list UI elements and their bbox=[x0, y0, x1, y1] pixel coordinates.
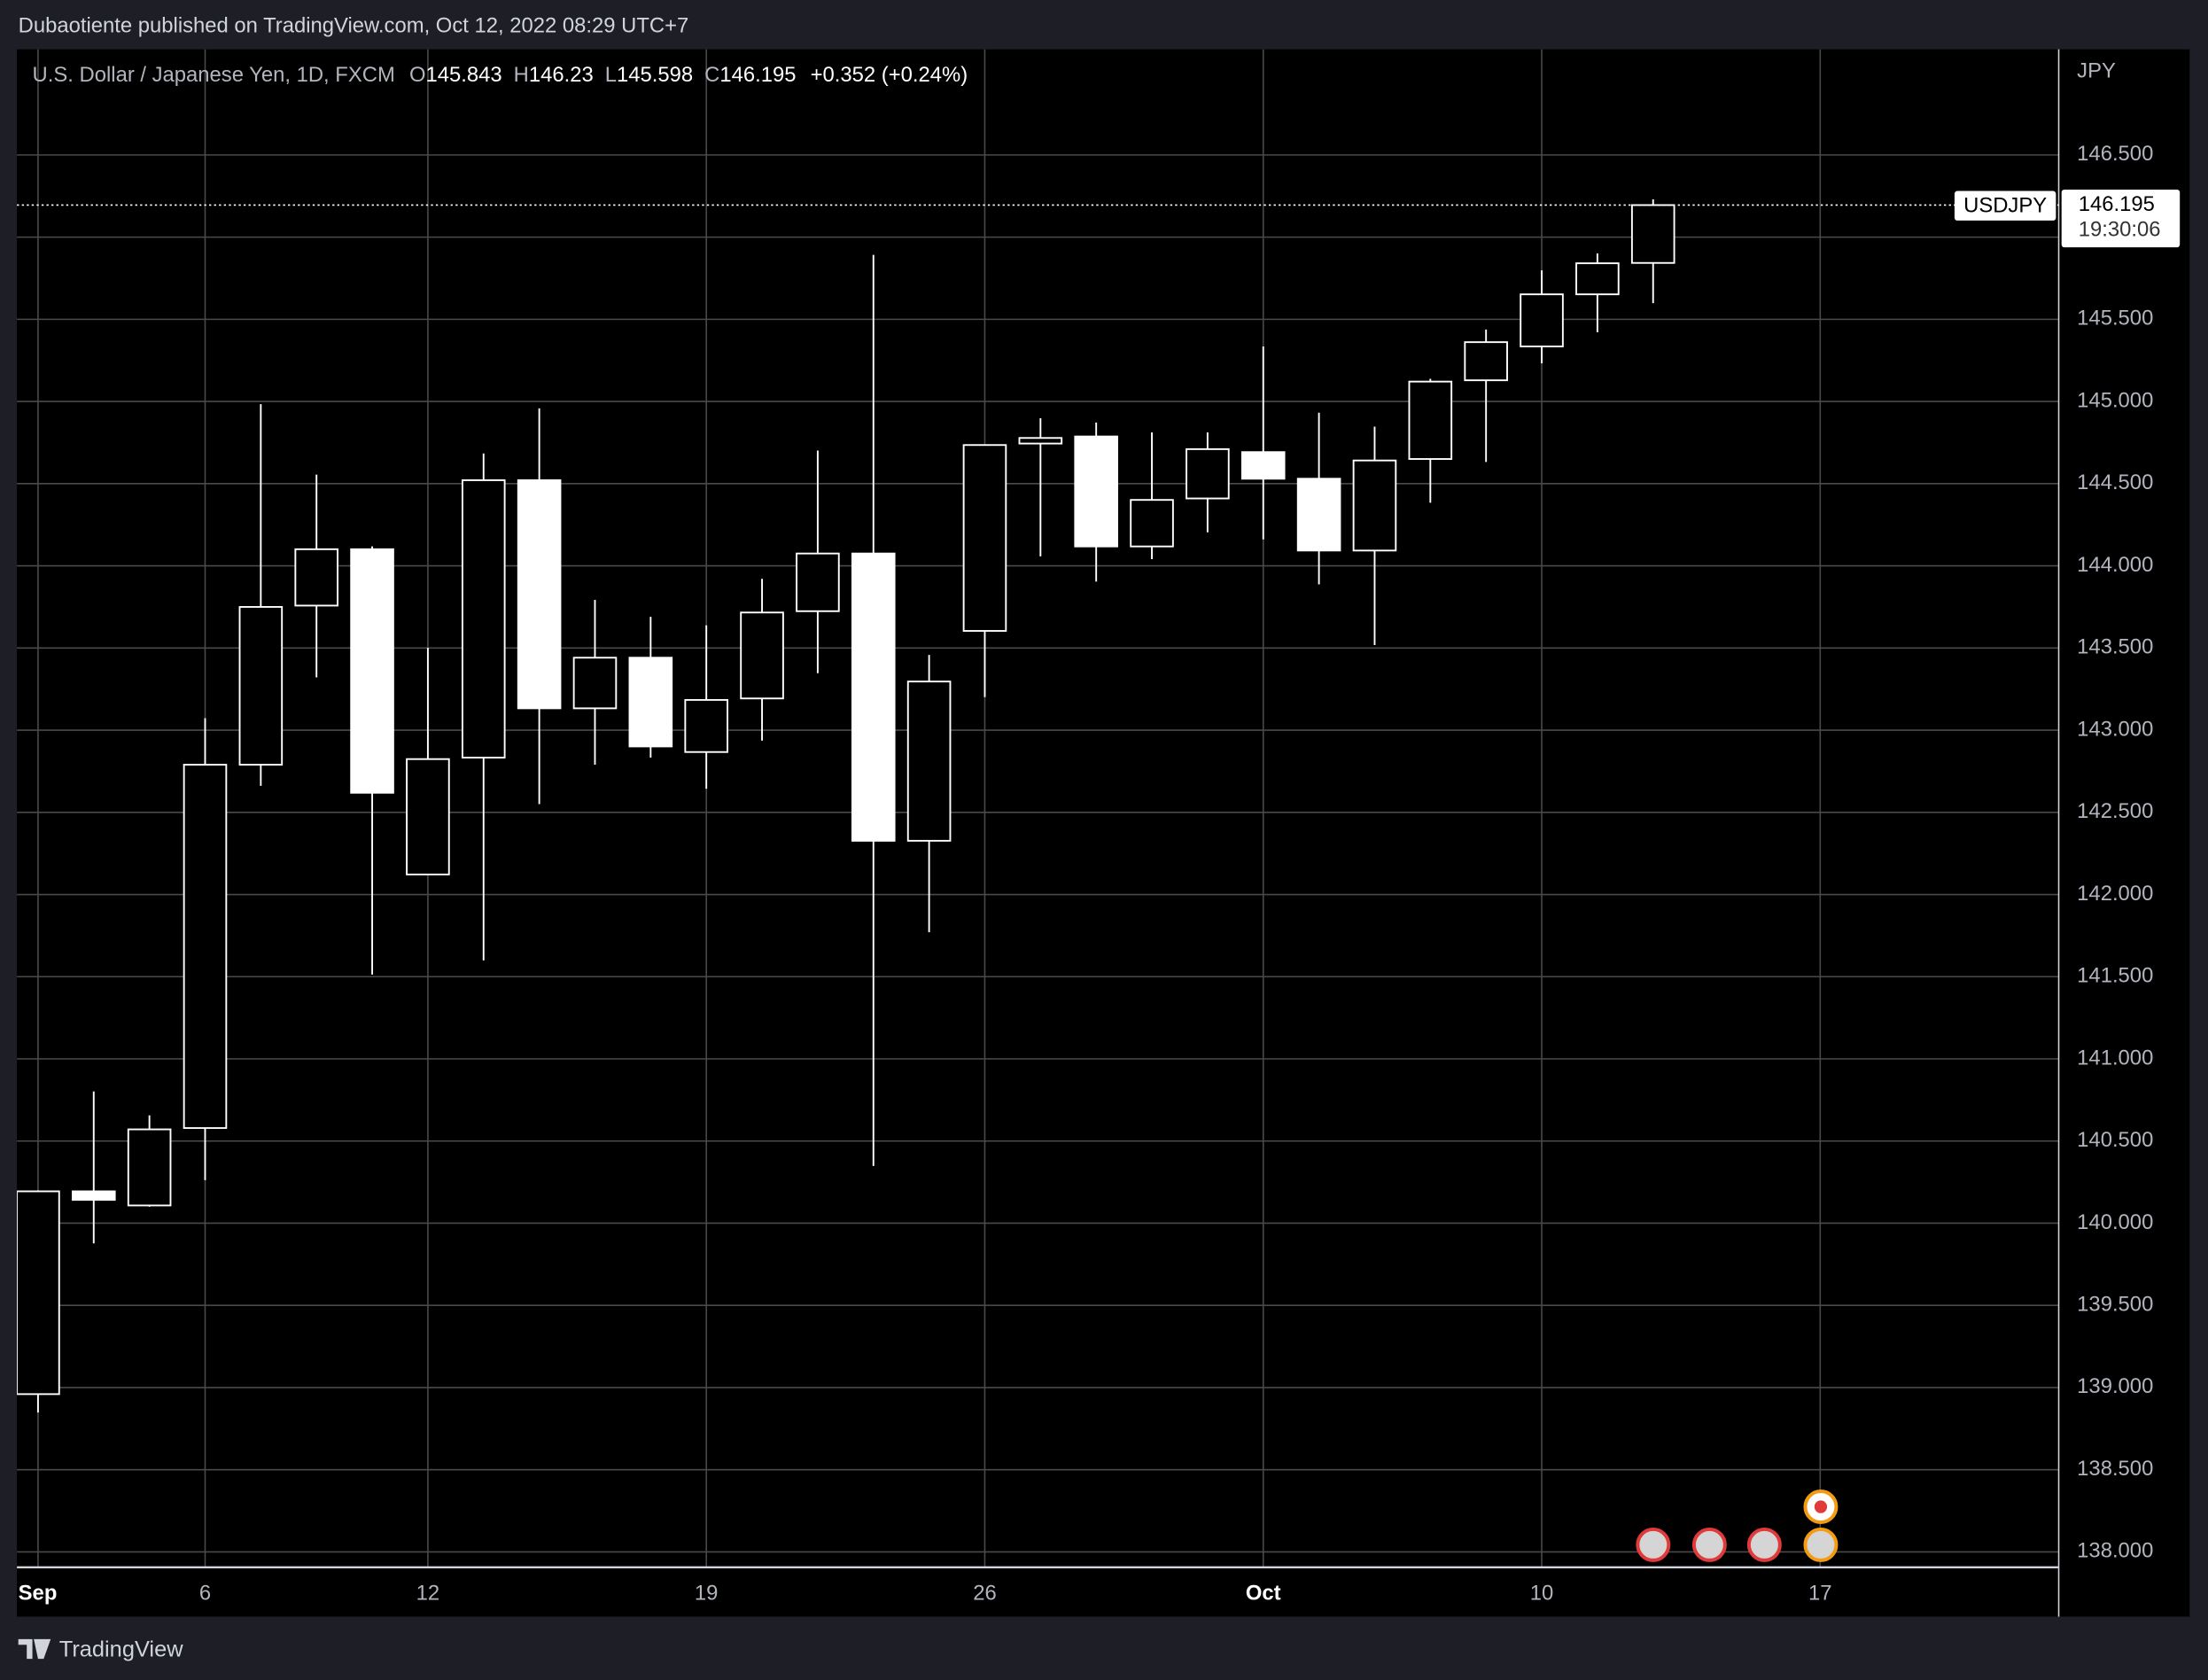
x-tick-label: 19 bbox=[695, 1581, 719, 1605]
ohlc-value: 146.23 bbox=[529, 63, 594, 87]
y-tick-label: 139.500 bbox=[2077, 1293, 2153, 1317]
candle-body bbox=[1074, 435, 1118, 548]
logo-mark bbox=[18, 1638, 51, 1660]
y-tick-label: 142.500 bbox=[2077, 799, 2153, 823]
x-tick-label: 12 bbox=[416, 1581, 440, 1605]
candle-body bbox=[238, 605, 284, 766]
event-dot bbox=[1814, 1500, 1828, 1513]
candle-body bbox=[1296, 478, 1341, 552]
footer-brand: TradingView bbox=[59, 1637, 183, 1661]
y-tick-label: 140.000 bbox=[2077, 1210, 2153, 1234]
candle-body bbox=[572, 657, 618, 710]
candle-body bbox=[1240, 451, 1286, 480]
ohlc-label: C bbox=[704, 63, 719, 87]
candle-body bbox=[1130, 499, 1174, 548]
y-tick-label: 139.000 bbox=[2077, 1374, 2153, 1398]
event-icon[interactable] bbox=[1803, 1527, 1839, 1562]
y-tick-label: 141.000 bbox=[2077, 1046, 2153, 1069]
candle-body bbox=[183, 764, 228, 1130]
x-tick-label: Oct bbox=[1246, 1581, 1281, 1605]
plot bbox=[17, 198, 1675, 1413]
event-icon[interactable] bbox=[1636, 1527, 1671, 1562]
ohlc-value: 145.598 bbox=[617, 63, 693, 87]
ohlc-label: H bbox=[514, 63, 529, 87]
y-tick-label: 138.500 bbox=[2077, 1457, 2153, 1481]
candle-body bbox=[294, 548, 338, 607]
y-tick-label: 144.500 bbox=[2077, 471, 2153, 494]
price-tag-box bbox=[2061, 189, 2181, 248]
candle-body bbox=[1352, 459, 1397, 552]
change-label: +0.352 (+0.24%) bbox=[811, 63, 968, 87]
symbol-title: U.S. Dollar / Japanese Yen, 1D, FXCM bbox=[33, 63, 395, 87]
grid bbox=[17, 49, 2059, 1567]
candle-body bbox=[628, 657, 673, 748]
candle-body bbox=[517, 478, 562, 710]
symbol-tag-box bbox=[1954, 191, 2056, 221]
y-tick-label: 144.000 bbox=[2077, 553, 2153, 577]
footer-logo: TradingView bbox=[18, 1637, 183, 1661]
y-tick-label: 141.500 bbox=[2077, 964, 2153, 988]
candle-body bbox=[851, 552, 896, 842]
y-tick-label: 138.000 bbox=[2077, 1539, 2153, 1563]
event-icons bbox=[1636, 1489, 1839, 1562]
symbol-tag: USDJPY bbox=[1963, 193, 2047, 217]
y-tick-label: 143.000 bbox=[2077, 717, 2153, 741]
candle-body bbox=[1575, 262, 1620, 296]
candle-body bbox=[740, 611, 784, 700]
candle-body bbox=[1018, 437, 1063, 445]
candle-body bbox=[962, 444, 1007, 632]
ohlc-label: O bbox=[409, 63, 426, 87]
legend: U.S. Dollar / Japanese Yen, 1D, FXCM O14… bbox=[33, 63, 968, 87]
candle-body bbox=[1186, 447, 1230, 500]
y-tick-label: 140.500 bbox=[2077, 1128, 2153, 1152]
x-tick-label: 17 bbox=[1808, 1581, 1832, 1605]
candle-body bbox=[684, 698, 728, 753]
y-tick-label: 142.000 bbox=[2077, 882, 2153, 906]
candle-body bbox=[127, 1128, 172, 1207]
x-tick-label: 6 bbox=[199, 1581, 211, 1605]
candle-body bbox=[1464, 341, 1508, 382]
candle-body bbox=[1520, 293, 1564, 347]
candle-body bbox=[350, 548, 394, 794]
x-tick-label: 26 bbox=[973, 1581, 997, 1605]
y-tick-label: 145.500 bbox=[2077, 307, 2153, 331]
event-icon[interactable] bbox=[1746, 1527, 1782, 1562]
ohlc-value: 145.843 bbox=[426, 63, 502, 87]
candle-body bbox=[17, 1190, 60, 1396]
y-tick-label: 146.500 bbox=[2077, 142, 2153, 166]
ohlc-label: L bbox=[605, 63, 617, 87]
candle-body bbox=[406, 758, 450, 875]
y-unit: JPY bbox=[2077, 58, 2116, 82]
chart-area bbox=[17, 49, 2190, 1617]
candle-body bbox=[461, 478, 506, 758]
candle-body bbox=[1630, 204, 1675, 264]
x-tick-label: Sep bbox=[19, 1581, 58, 1605]
publisher-header: Dubaotiente published on TradingView.com… bbox=[19, 13, 689, 37]
price-tag: 146.195 bbox=[2079, 192, 2155, 216]
event-icon[interactable] bbox=[1691, 1527, 1727, 1562]
countdown: 19:30:06 bbox=[2079, 217, 2161, 241]
candle-body bbox=[906, 681, 952, 842]
y-tick-label: 143.500 bbox=[2077, 635, 2153, 659]
y-tick-label: 145.000 bbox=[2077, 388, 2153, 412]
candle-body bbox=[71, 1190, 116, 1202]
candle-body bbox=[1408, 380, 1453, 460]
candle-body bbox=[796, 552, 840, 612]
x-tick-label: 10 bbox=[1530, 1581, 1554, 1605]
ohlc-value: 146.195 bbox=[719, 63, 796, 87]
